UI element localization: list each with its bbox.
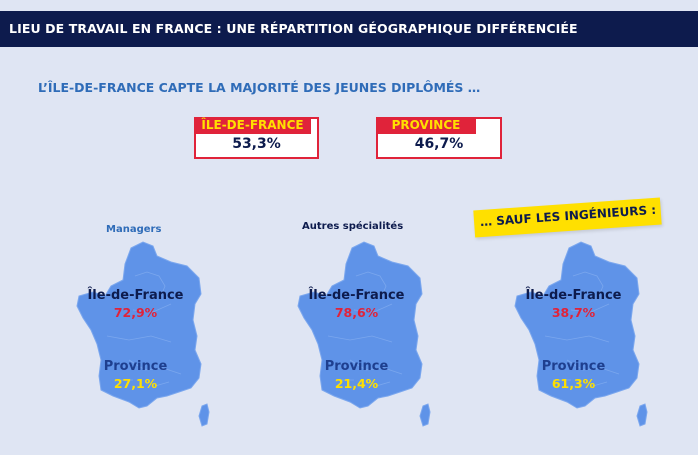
value-idf: 78,6% bbox=[334, 305, 379, 320]
value-province: 27,1% bbox=[113, 376, 158, 391]
corsica-icon bbox=[198, 403, 210, 427]
value-idf: 72,9% bbox=[113, 305, 158, 320]
france-map bbox=[514, 241, 648, 427]
page-title: LIEU DE TRAVAIL EN FRANCE : UNE RÉPARTIT… bbox=[9, 21, 578, 36]
france-map bbox=[76, 241, 210, 427]
region-label-idf: Île-de-France bbox=[525, 288, 622, 303]
stat-label-province: PROVINCE bbox=[376, 117, 476, 134]
region-label-province: Province bbox=[541, 359, 606, 374]
stat-box-province: PROVINCE 46,7% bbox=[376, 117, 502, 159]
map-title-managers: Managers bbox=[106, 224, 162, 235]
map-title-autres: Autres spécialités bbox=[302, 221, 404, 232]
map-ingenieurs: Île-de-France 38,7% Province 61,3% bbox=[511, 240, 673, 442]
region-label-idf: Île-de-France bbox=[308, 288, 405, 303]
stat-box-ile-de-france: ÎLE-DE-FRANCE 53,3% bbox=[194, 117, 319, 159]
engineers-sticker: … SAUF LES INGÉNIEURS : bbox=[473, 197, 662, 238]
stat-value-ile-de-france: 53,3% bbox=[232, 136, 281, 152]
section-subtitle: L’ÎLE-DE-FRANCE CAPTE LA MAJORITÉ DES JE… bbox=[38, 80, 481, 95]
corsica-icon bbox=[636, 403, 648, 427]
value-province: 61,3% bbox=[551, 376, 596, 391]
header-banner: LIEU DE TRAVAIL EN FRANCE : UNE RÉPARTIT… bbox=[0, 11, 698, 47]
value-idf: 38,7% bbox=[551, 305, 596, 320]
map-autres-specialites: Île-de-France 78,6% Province 21,4% bbox=[294, 240, 456, 442]
france-map bbox=[297, 241, 431, 427]
sticker-text: … SAUF LES INGÉNIEURS : bbox=[479, 202, 657, 230]
map-managers: Île-de-France 72,9% Province 27,1% bbox=[73, 240, 235, 442]
stat-label-ile-de-france: ÎLE-DE-FRANCE bbox=[194, 117, 311, 134]
region-label-province: Province bbox=[103, 359, 168, 374]
region-label-province: Province bbox=[324, 359, 389, 374]
stat-value-province: 46,7% bbox=[414, 136, 464, 152]
value-province: 21,4% bbox=[334, 376, 379, 391]
region-label-idf: Île-de-France bbox=[87, 288, 184, 303]
corsica-icon bbox=[419, 403, 431, 427]
